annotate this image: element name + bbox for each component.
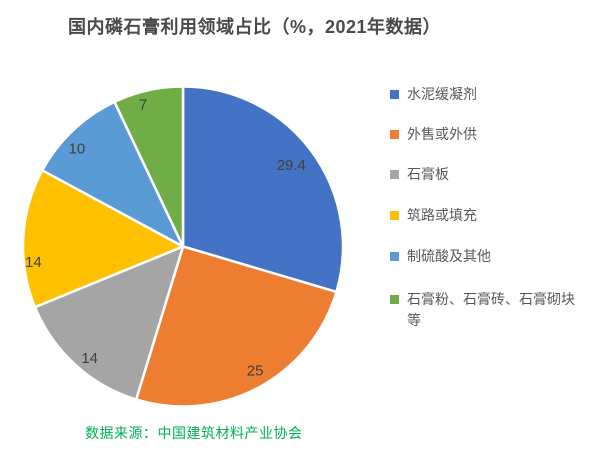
legend-swatch-gypsum-products [390,295,399,304]
legend-swatch-external-sales [390,130,399,139]
legend-label: 石膏板 [407,166,449,182]
pie-data-label-0: 29.4 [277,157,306,174]
legend-swatch-cement-retarder [390,90,399,99]
legend-item-cement-retarder: 水泥缓凝剂 [388,84,477,105]
legend-swatch-sulfuric-acid-other [390,252,399,261]
pie-slice-0 [181,85,345,294]
pie-data-label-2: 14 [81,350,98,367]
pie-slice-1 [134,245,338,408]
legend-item-gypsum-board: 石膏板 [388,164,449,185]
pie-data-label-4: 10 [69,141,86,158]
pie-slice-5 [113,85,185,248]
legend-label: 制硫酸及其他 [407,248,491,264]
pie-slice-2 [33,245,185,401]
source-note: 数据来源：中国建筑材料产业协会 [85,425,303,441]
legend-item-external-sales: 外售或外供 [388,124,477,145]
legend-label: 石膏粉、石膏砖、石膏砌块等 [407,291,575,328]
legend-label: 水泥缓凝剂 [407,86,477,102]
pie-slice-4 [41,100,185,248]
legend-label: 筑路或填充 [407,207,477,223]
chart-title: 国内磷石膏利用领域占比（%，2021年数据） [68,17,442,37]
legend-label: 外售或外供 [407,126,477,142]
pie-slice-3 [21,169,185,309]
pie-data-label-1: 25 [247,363,264,380]
legend: 水泥缓凝剂 外售或外供 石膏板 筑路或填充 制硫酸及其他 石膏粉、石膏砖、石膏砌… [388,0,598,450]
legend-item-sulfuric-acid-other: 制硫酸及其他 [388,246,491,267]
pie-data-label-5: 7 [139,96,147,113]
pie-data-label-3: 14 [25,254,42,271]
legend-swatch-gypsum-board [390,170,399,179]
legend-swatch-road-filling [390,211,399,220]
legend-item-gypsum-products: 石膏粉、石膏砖、石膏砌块等 [388,289,585,331]
legend-item-road-filling: 筑路或填充 [388,205,477,226]
